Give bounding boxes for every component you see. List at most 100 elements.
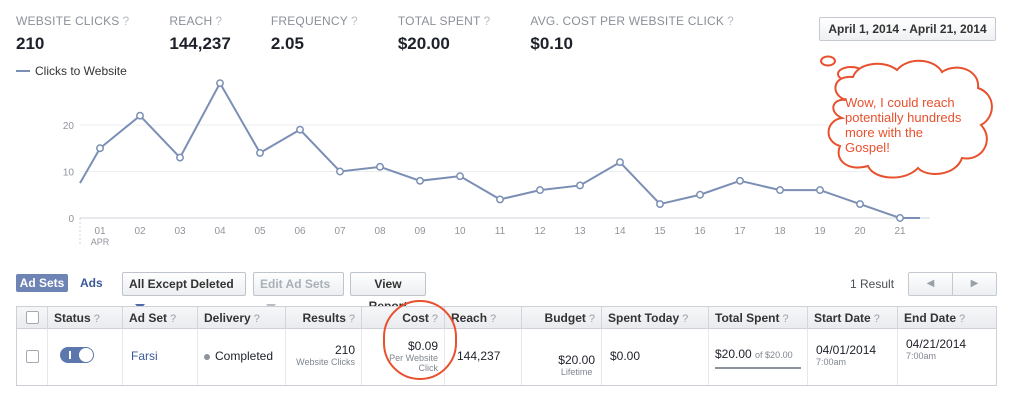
total-spent-progress: $20.00 of $20.00 [715,347,801,369]
header-budget[interactable]: Budget? [522,307,602,329]
help-icon[interactable]: ? [170,313,177,325]
header-label: Status [54,311,91,325]
spent-today-value: $0.00 [610,349,641,363]
metric-label: Avg. Cost Per Website Click [530,14,725,28]
chart-legend: Clicks to Website [16,64,127,78]
delivery-status: Completed [215,349,274,363]
tab-ads[interactable]: Ads [80,276,103,290]
header-status[interactable]: Status? [48,307,123,329]
metric-reach: Reach? 144,237 [169,14,230,54]
reach-value: 144,237 [457,349,501,363]
date-range-button[interactable]: April 1, 2014 - April 21, 2014 [819,17,996,41]
header-select-all [17,307,48,329]
thought-bubble-text: Wow, I could reach potentially hundreds … [845,95,962,155]
prev-page-icon[interactable]: ◀ [909,273,953,295]
metric-label: Frequency [270,14,348,28]
header-label: Delivery [204,311,251,325]
start-date: 04/01/2014 [816,343,877,357]
tab-ad-sets[interactable]: Ad Sets [16,274,68,292]
ad-set-link[interactable]: Farsi [131,349,158,363]
help-icon[interactable]: ? [959,313,966,325]
row-checkbox[interactable] [26,350,39,363]
x-tick-label: 09 [414,226,426,237]
cell-delivery: Completed [198,329,286,385]
end-date: 04/21/2014 [906,337,967,351]
header-start-date[interactable]: Start Date? [808,307,898,329]
cell-select [17,329,48,385]
x-tick-label: 15 [654,226,666,237]
header-reach[interactable]: Reach? [445,307,522,329]
select-all-checkbox[interactable] [26,311,39,324]
header-label: Results [302,311,346,325]
next-page-icon[interactable]: ▶ [970,278,979,289]
table-header: Status? Ad Set? Delivery? Results? Cost?… [17,307,996,329]
help-icon[interactable]: ? [93,313,100,325]
help-icon[interactable]: ? [727,14,734,28]
toggle-on-mark [69,351,71,359]
data-point [376,162,384,171]
x-tick-label: 16 [694,226,706,237]
metric-value: 210 [16,34,45,53]
x-tick-label: 02 [134,226,146,237]
edit-ad-sets-button[interactable]: Edit Ad Sets [253,272,344,310]
total-spent-value: $20.00 [715,347,752,361]
start-time: 7:00am [816,357,847,367]
help-icon[interactable]: ? [215,14,223,28]
x-tick-label: 21 [894,226,906,237]
help-icon[interactable]: ? [483,14,491,28]
view-report-button[interactable]: View Report [350,272,426,313]
help-icon[interactable]: ? [873,313,880,325]
data-point [616,158,624,167]
clicks-line-chart: 0 10 20 01 02 03 04 05 06 07 08 09 10 11 12 13 14 15 16 17 1… [63,79,930,247]
help-icon[interactable]: ? [348,313,355,325]
thought-bubble [820,55,993,179]
total-spent-of: of $20.00 [755,350,793,360]
x-tick-label: 05 [254,226,266,237]
header-spent-today[interactable]: Spent Today? [602,307,709,329]
data-point [696,190,704,199]
header-label: Ad Set [129,311,168,325]
data-point [536,186,544,195]
data-point [456,172,464,181]
help-icon[interactable]: ? [588,313,595,325]
legend-label: Clicks to Website [35,64,127,78]
cell-ad-set: Farsi [123,329,198,385]
y-tick-label: 10 [63,168,75,179]
y-tick-label: 20 [63,121,75,132]
header-total-spent[interactable]: Total Spent? [709,307,808,329]
metric-avg-cost: Avg. Cost Per Website Click? $0.10 [530,14,734,54]
budget-type: Lifetime [560,367,593,377]
header-ad-set[interactable]: Ad Set? [123,307,198,329]
filter-label: All Except Deleted [129,277,234,291]
filter-dropdown[interactable]: All Except Deleted [122,272,246,310]
help-icon[interactable]: ? [490,313,497,325]
cell-start-date: 04/01/2014 7:00am [808,329,898,385]
data-point [896,214,904,222]
help-icon[interactable]: ? [122,14,130,28]
ad-sets-toolbar: Ad Sets Ads All Except Deleted Edit Ad S… [16,272,997,313]
metric-label: Total Spent [397,14,481,28]
header-results[interactable]: Results? [286,307,362,329]
data-point [416,176,424,185]
header-delivery[interactable]: Delivery? [198,307,286,329]
budget-value: $20.00 [558,353,595,367]
status-dot-icon [204,353,210,360]
header-end-date[interactable]: End Date? [898,307,996,329]
help-icon[interactable]: ? [350,14,358,28]
pagination: ◀ ▶ [908,272,997,296]
help-icon[interactable]: ? [782,313,789,325]
cell-results: 210 Website Clicks [286,329,362,385]
help-icon[interactable]: ? [253,313,260,325]
metric-label: Reach [169,14,213,28]
legend-swatch [16,70,30,72]
x-tick-label: 06 [294,226,306,237]
cell-spent-today: $0.00 [602,329,709,385]
ad-sets-table: Status? Ad Set? Delivery? Results? Cost?… [16,306,997,386]
cost-highlight-circle [383,300,457,380]
status-toggle[interactable] [60,347,94,363]
help-icon[interactable]: ? [682,313,689,325]
data-point [856,200,864,209]
y-tick-label: 0 [68,214,74,225]
data-point [176,153,184,162]
x-tick-label: 10 [454,226,466,237]
